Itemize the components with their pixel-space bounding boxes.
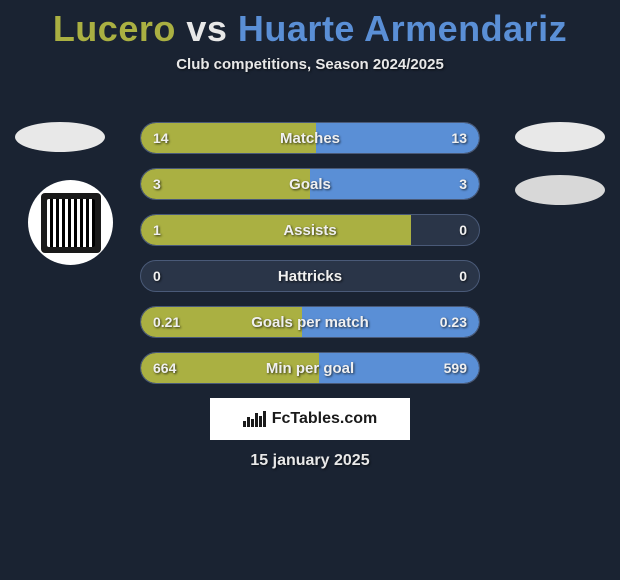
stat-row: Assists1 0	[140, 214, 480, 246]
vs-text: vs	[186, 8, 227, 49]
stat-value-right: 599	[444, 353, 467, 383]
stat-row: Hattricks0 0	[140, 260, 480, 292]
player2-club-badge-2	[515, 175, 605, 205]
stat-row: Min per goal664 599	[140, 352, 480, 384]
stat-value-left: 0.21	[153, 307, 180, 337]
stat-label: Hattricks	[141, 261, 479, 291]
subtitle: Club competitions, Season 2024/2025	[0, 56, 620, 73]
stat-row: Goals per match0.21 0.23	[140, 306, 480, 338]
stat-label: Min per goal	[141, 353, 479, 383]
stat-value-left: 1	[153, 215, 161, 245]
brand-badge[interactable]: FcTables.com	[210, 398, 410, 440]
player1-club-badge-1	[15, 122, 105, 152]
stat-row: Matches14 13	[140, 122, 480, 154]
stat-value-right: 0	[459, 261, 467, 291]
stat-value-left: 0	[153, 261, 161, 291]
player1-name: Lucero	[53, 8, 176, 49]
stat-value-right: 3	[459, 169, 467, 199]
player1-club-logo	[28, 180, 113, 265]
stat-label: Matches	[141, 123, 479, 153]
stat-value-left: 14	[153, 123, 169, 153]
chart-icon	[243, 411, 266, 427]
stat-value-right: 0	[459, 215, 467, 245]
stat-label: Assists	[141, 215, 479, 245]
stat-value-left: 664	[153, 353, 176, 383]
player2-club-badge-1	[515, 122, 605, 152]
stat-value-right: 13	[451, 123, 467, 153]
stat-value-right: 0.23	[440, 307, 467, 337]
footer-date: 15 january 2025	[0, 452, 620, 470]
stats-bars: Matches1413Goals33Assists10Hattricks00Go…	[140, 122, 480, 398]
brand-text: FcTables.com	[272, 410, 378, 428]
stat-row: Goals3 3	[140, 168, 480, 200]
club-logo-icon	[41, 193, 101, 253]
stat-label: Goals per match	[141, 307, 479, 337]
stat-label: Goals	[141, 169, 479, 199]
stat-value-left: 3	[153, 169, 161, 199]
page-title: Lucero vs Huarte Armendariz	[0, 0, 620, 50]
player2-name: Huarte Armendariz	[238, 8, 567, 49]
